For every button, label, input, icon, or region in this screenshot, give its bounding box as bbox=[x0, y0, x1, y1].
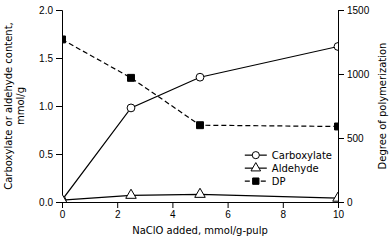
y-axis-title: Carboxylate or aldehyde content,mmol/g bbox=[3, 22, 26, 190]
legend-label: Aldehyde bbox=[272, 163, 319, 174]
tick-label: 2 bbox=[115, 209, 121, 220]
point bbox=[128, 74, 135, 81]
axis-yticks: 0.0 0.5 1.0 1.5 2.0 bbox=[39, 5, 62, 208]
tick-label: 2.0 bbox=[39, 5, 53, 16]
axis-line bbox=[56, 11, 63, 203]
point bbox=[195, 188, 206, 197]
tick-mark bbox=[338, 138, 344, 139]
x-axis-title: NaClO added, mmol/g-pulp bbox=[132, 225, 268, 236]
legend-item: Aldehyde bbox=[245, 163, 319, 174]
point bbox=[126, 189, 137, 198]
tick-label: 10 bbox=[333, 209, 345, 220]
tick: 2 bbox=[115, 202, 121, 220]
tick: 6 bbox=[225, 202, 231, 220]
axis-xticks: 0 2 4 6 8 10 bbox=[60, 202, 345, 220]
tick-label: 6 bbox=[225, 209, 231, 220]
tick-label: 1.5 bbox=[39, 53, 53, 64]
tick: 0 bbox=[60, 202, 66, 220]
tick-mark bbox=[56, 202, 62, 203]
tick-label: 1500 bbox=[347, 5, 370, 16]
axis-line bbox=[63, 203, 339, 209]
marks bbox=[62, 36, 338, 202]
point bbox=[334, 43, 338, 51]
tick-mark bbox=[283, 202, 284, 208]
tick-label: 0.5 bbox=[39, 149, 53, 160]
legend-item: DP bbox=[245, 176, 286, 187]
point bbox=[62, 36, 65, 43]
tick: 4 bbox=[170, 202, 176, 220]
tick-label: 0.0 bbox=[39, 197, 53, 208]
tick: 8 bbox=[281, 202, 287, 220]
tick-mark bbox=[338, 74, 344, 75]
tick: 1500 bbox=[338, 5, 370, 16]
tick-label: 1.0 bbox=[39, 101, 53, 112]
plot: 0 2 4 6 8 10 0.0 0.5 1.0 1.5 2.0 0 500 1000 1500 Carbox… bbox=[39, 5, 370, 220]
tick-label: 4 bbox=[170, 209, 176, 220]
tick-mark bbox=[56, 154, 62, 155]
series-line bbox=[62, 39, 338, 126]
tick: 10 bbox=[333, 202, 345, 220]
legend-marker bbox=[251, 163, 261, 171]
point bbox=[197, 122, 204, 129]
tick-label: 1000 bbox=[347, 69, 370, 80]
tick-mark bbox=[56, 106, 62, 107]
tick-label: 500 bbox=[347, 133, 364, 144]
tick-label: 0 bbox=[347, 197, 353, 208]
legend: Carboxylate Aldehyde DP bbox=[245, 150, 332, 187]
tick-label: 0 bbox=[60, 209, 66, 220]
legend-label: Carboxylate bbox=[272, 150, 332, 161]
tick-mark bbox=[338, 10, 344, 11]
tick-mark bbox=[338, 202, 344, 203]
tick: 500 bbox=[338, 133, 364, 144]
tick-label: 8 bbox=[281, 209, 287, 220]
legend-label: DP bbox=[272, 176, 286, 187]
legend-item: Carboxylate bbox=[245, 150, 332, 161]
tick: 0 bbox=[338, 197, 353, 208]
point bbox=[127, 104, 135, 112]
tick-mark bbox=[228, 202, 229, 208]
point bbox=[62, 194, 67, 202]
legend-marker bbox=[252, 152, 259, 159]
tick-mark bbox=[117, 202, 118, 208]
chart: 0 2 4 6 8 10 0.0 0.5 1.0 1.5 2.0 0 500 1000 1500 Carbox… bbox=[0, 0, 392, 240]
point bbox=[196, 73, 204, 81]
axis-y2ticks: 0 500 1000 1500 bbox=[338, 5, 370, 208]
legend-marker bbox=[253, 178, 259, 184]
tick: 1000 bbox=[338, 69, 370, 80]
tick: 0.0 bbox=[39, 197, 62, 208]
axis-line bbox=[339, 11, 345, 203]
tick: 1.5 bbox=[39, 53, 62, 64]
tick: 2.0 bbox=[39, 5, 62, 16]
point bbox=[333, 192, 338, 201]
y2-axis-title: Degree of polymerization bbox=[377, 43, 388, 170]
tick: 0.5 bbox=[39, 149, 62, 160]
tick: 1.0 bbox=[39, 101, 62, 112]
point bbox=[335, 123, 338, 130]
tick-mark bbox=[56, 10, 62, 11]
tick-mark bbox=[56, 58, 62, 59]
tick-mark bbox=[172, 202, 173, 208]
series-line bbox=[62, 46, 338, 200]
